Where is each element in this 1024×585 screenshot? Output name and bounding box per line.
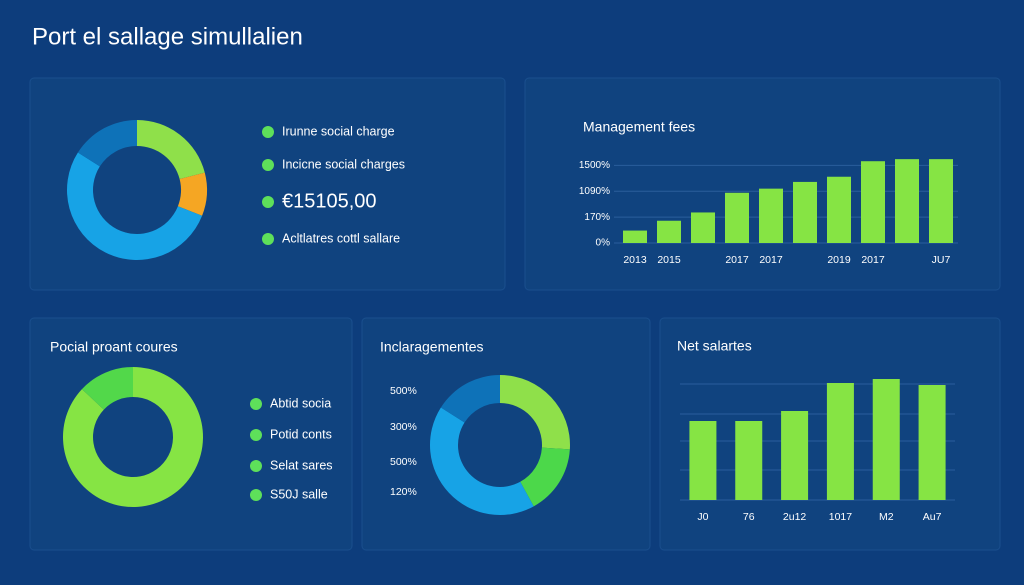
bar [623, 230, 647, 243]
donut-segment [429, 407, 534, 516]
bar [918, 385, 946, 500]
x-tick-label: 2015 [657, 254, 681, 266]
donut-segment [67, 152, 203, 261]
axis-label: 300% [390, 421, 417, 433]
x-tick-label: 1017 [829, 511, 853, 523]
bar [861, 161, 885, 243]
x-tick-label: J0 [697, 511, 708, 523]
panel [29, 77, 506, 291]
axis-label: 120% [390, 486, 417, 498]
donut-segment [137, 120, 205, 180]
donut-segment [77, 120, 137, 167]
y-tick-label: 170% [584, 212, 610, 223]
chart-title: Inclaragementes [380, 339, 484, 355]
bar [826, 383, 854, 500]
x-tick-label: Au7 [923, 511, 942, 523]
legend-label: €15105,00 [282, 190, 377, 212]
x-tick-label: JU7 [932, 254, 951, 266]
legend-label: Irunne social charge [282, 124, 395, 138]
bar [793, 181, 817, 243]
legend-label: Selat sares [270, 458, 333, 472]
x-tick-label: 2013 [623, 254, 647, 266]
legend-dot [262, 233, 274, 245]
legend-label: Potid conts [270, 427, 332, 441]
legend-dot [262, 196, 274, 208]
bar [929, 159, 953, 243]
chart-title: Net salartes [677, 338, 752, 354]
bar [781, 411, 809, 500]
legend-dot [250, 460, 262, 472]
y-tick-label: 1090% [579, 186, 610, 197]
legend-label: Abtid socia [270, 396, 331, 410]
x-tick-label: 76 [743, 511, 755, 523]
donut-segment [81, 367, 133, 410]
chart-title: Pocial proant coures [50, 339, 178, 355]
legend-dot [250, 398, 262, 410]
legend-dot [250, 489, 262, 501]
x-tick-label: 2u12 [783, 511, 807, 523]
panel [361, 317, 651, 551]
donut-segment [177, 172, 208, 216]
page-title: Port el sallage simullalien [32, 23, 303, 50]
bar [872, 379, 900, 500]
bar [735, 421, 763, 500]
x-tick-label: 2017 [861, 254, 885, 266]
bar [895, 159, 919, 243]
bar [689, 421, 717, 500]
legend-label: Incicne social charges [282, 157, 405, 171]
bar [759, 188, 783, 243]
legend-dot [262, 126, 274, 138]
axis-label: 500% [390, 456, 417, 468]
y-tick-label: 0% [596, 238, 611, 249]
x-tick-label: 2017 [759, 254, 783, 266]
chart-title: Management fees [583, 119, 695, 135]
bar [657, 220, 681, 243]
legend-label: S50J salle [270, 487, 328, 501]
bar [725, 192, 749, 243]
x-tick-label: M2 [879, 511, 894, 523]
legend-label: Acltlatres cottl sallare [282, 231, 400, 245]
donut-segment [500, 375, 571, 450]
donut-segment [440, 375, 500, 423]
legend-dot [250, 429, 262, 441]
axis-label: 500% [390, 385, 417, 397]
x-tick-label: 2019 [827, 254, 851, 266]
y-tick-label: 1500% [579, 160, 610, 171]
legend-dot [262, 159, 274, 171]
bar [827, 176, 851, 243]
donut-segment [520, 447, 570, 507]
bar [691, 212, 715, 243]
x-tick-label: 2017 [725, 254, 749, 266]
donut-segment [63, 367, 204, 507]
